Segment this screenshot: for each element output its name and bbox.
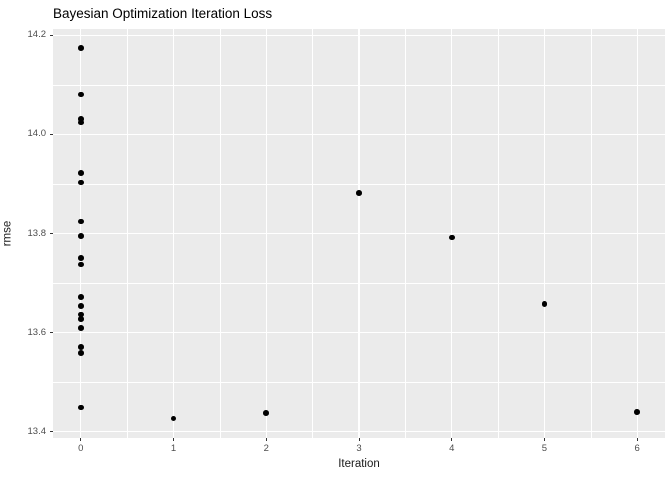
x-tick-label: 4 bbox=[449, 443, 455, 454]
x-tick-label: 2 bbox=[263, 443, 269, 454]
data-point bbox=[78, 404, 84, 411]
grid-major-x bbox=[543, 29, 546, 438]
data-point bbox=[263, 409, 270, 416]
data-point bbox=[78, 233, 84, 239]
data-point bbox=[78, 255, 84, 262]
x-tick-label: 0 bbox=[78, 443, 84, 454]
x-tick-mark bbox=[358, 438, 360, 441]
chart-title: Bayesian Optimization Iteration Loss bbox=[53, 6, 273, 21]
x-tick-label: 1 bbox=[170, 443, 177, 454]
x-tick-mark bbox=[451, 438, 453, 441]
x-tick-mark bbox=[80, 438, 82, 441]
x-tick-label: 6 bbox=[634, 443, 640, 454]
y-tick-label: 13.6 bbox=[27, 326, 47, 338]
y-axis-title: rmse bbox=[1, 220, 14, 247]
x-tick-label: 3 bbox=[356, 443, 362, 454]
y-tick-mark bbox=[50, 34, 53, 36]
data-point bbox=[78, 316, 84, 322]
data-point bbox=[78, 311, 84, 318]
data-point bbox=[78, 179, 84, 186]
data-point bbox=[448, 234, 455, 241]
data-point bbox=[634, 408, 640, 415]
data-point bbox=[78, 91, 84, 98]
data-point bbox=[78, 119, 84, 126]
data-point bbox=[78, 116, 84, 122]
grid-major-x bbox=[451, 29, 453, 438]
y-tick-label: 13.4 bbox=[27, 425, 47, 437]
x-tick-mark bbox=[265, 438, 267, 441]
data-point bbox=[170, 415, 177, 422]
y-tick-mark bbox=[50, 332, 53, 334]
x-axis-title: Iteration bbox=[338, 458, 380, 470]
x-tick-mark bbox=[543, 438, 545, 441]
y-tick-label: 14.2 bbox=[27, 29, 47, 41]
grid-major-x bbox=[358, 29, 360, 438]
data-point bbox=[78, 218, 84, 225]
x-tick-mark bbox=[173, 438, 175, 441]
data-point bbox=[78, 294, 84, 300]
y-tick-mark bbox=[50, 233, 53, 234]
y-tick-mark bbox=[50, 431, 53, 433]
data-point bbox=[78, 45, 84, 51]
data-point bbox=[78, 261, 84, 268]
grid-major-x bbox=[265, 29, 267, 438]
plot-panel bbox=[53, 29, 665, 438]
x-tick-mark bbox=[636, 438, 638, 441]
data-point bbox=[78, 170, 84, 176]
grid-major-x bbox=[636, 29, 638, 438]
data-point bbox=[78, 302, 84, 309]
y-tick-label: 13.8 bbox=[27, 227, 47, 239]
data-point bbox=[78, 344, 84, 350]
data-point bbox=[78, 350, 84, 356]
data-point bbox=[78, 325, 84, 331]
y-tick-mark bbox=[50, 133, 53, 135]
data-point bbox=[541, 301, 548, 307]
y-tick-label: 14.0 bbox=[27, 128, 47, 140]
data-point bbox=[356, 190, 362, 196]
grid-major-x bbox=[172, 29, 175, 438]
x-tick-label: 5 bbox=[541, 443, 548, 454]
